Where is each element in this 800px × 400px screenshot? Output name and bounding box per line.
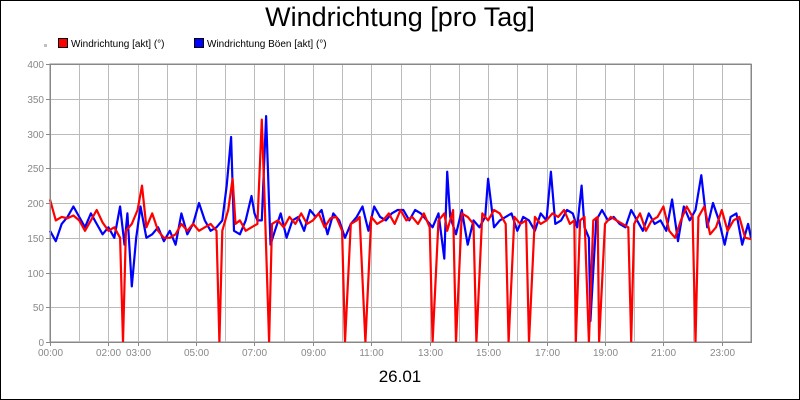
y-tick-label: 150 xyxy=(27,234,44,245)
y-tick-label: 100 xyxy=(27,269,44,280)
x-tick-label: 19:00 xyxy=(593,348,618,359)
x-tick-label: 23:00 xyxy=(710,348,735,359)
chart-title: Windrichtung [pro Tag] xyxy=(265,2,535,32)
x-tick-label: 17:00 xyxy=(535,348,560,359)
series-line-windrichtung xyxy=(48,118,752,344)
y-tick-label: 400 xyxy=(27,60,44,71)
plot-border xyxy=(50,64,752,343)
x-tick-label: 00:00 xyxy=(38,348,63,359)
x-tick-label: 09:00 xyxy=(301,348,326,359)
legend-label-windrichtung: Windrichtung [akt] (°) xyxy=(71,39,165,50)
legend-label-windrichtung-boeen: Windrichtung Böen [akt] (°) xyxy=(207,39,327,50)
y-tick-label: 0 xyxy=(38,338,44,349)
legend-swatch-blue xyxy=(194,38,204,48)
y-tick-label: 350 xyxy=(27,95,44,106)
y-tick-label: 250 xyxy=(27,164,44,175)
x-tick-label: 21:00 xyxy=(651,348,676,359)
x-tick-label: 05:00 xyxy=(184,348,209,359)
legend-bullet-icon xyxy=(44,44,47,47)
x-tick-label: 07:00 xyxy=(242,348,267,359)
x-tick-label: 13:00 xyxy=(418,348,443,359)
x-tick-label: 03:00 xyxy=(126,348,151,359)
x-tick-label: 11:00 xyxy=(359,348,384,359)
y-tick-label: 300 xyxy=(27,130,44,141)
x-tick-label: 15:00 xyxy=(476,348,501,359)
legend-item-windrichtung-boeen: Windrichtung Böen [akt] (°) xyxy=(194,38,327,52)
x-tick-label: 02:00 xyxy=(96,348,121,359)
legend-item-windrichtung: Windrichtung [akt] (°) xyxy=(58,38,164,52)
date-label: 26.01 xyxy=(378,367,422,386)
y-tick-label: 50 xyxy=(33,303,45,314)
legend-swatch-red xyxy=(58,38,68,48)
y-tick-label: 200 xyxy=(27,199,44,210)
